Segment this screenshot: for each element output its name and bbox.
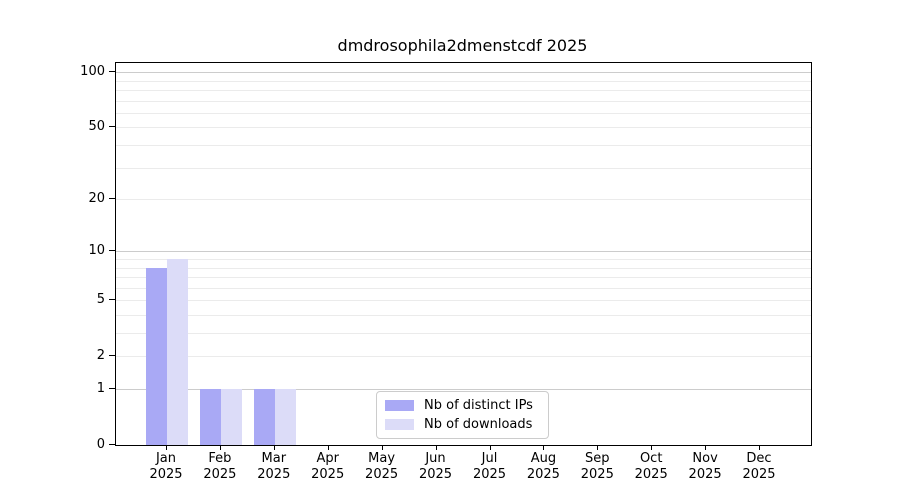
- legend-swatch-distinct-ips: [385, 400, 414, 411]
- x-tick: [273, 445, 275, 450]
- y-tick-label: 10: [88, 242, 105, 258]
- y-tick-label: 1: [96, 380, 105, 396]
- x-tick: [543, 445, 545, 450]
- legend-item-downloads: Nb of downloads: [377, 417, 548, 432]
- bar-mar-2025-s0: [253, 389, 275, 445]
- gridline: [116, 277, 811, 278]
- y-tick-label: 2: [96, 347, 105, 363]
- bar-feb-2025-s1: [220, 389, 242, 445]
- bar-jan-2025-s1: [167, 258, 188, 445]
- x-tick: [219, 445, 221, 450]
- gridline: [116, 251, 811, 253]
- legend-label-downloads: Nb of downloads: [424, 417, 533, 432]
- y-tick-label: 0: [96, 436, 105, 452]
- x-tick-label: Jun 2025: [418, 451, 453, 482]
- gridline: [116, 100, 811, 102]
- gridline: [116, 127, 811, 129]
- legend-swatch-downloads: [385, 419, 414, 430]
- y-tick-label: 5: [96, 291, 105, 307]
- x-tick-label: Mar 2025: [257, 451, 291, 482]
- gridline: [116, 300, 811, 302]
- y-tick-label: 20: [88, 190, 105, 206]
- y-tick: [109, 355, 115, 357]
- x-tick-label: Apr 2025: [311, 451, 345, 482]
- gridline: [116, 72, 811, 74]
- x-tick: [381, 445, 383, 450]
- gridline: [116, 89, 811, 91]
- legend-item-distinct-ips: Nb of distinct IPs: [377, 398, 548, 413]
- gridline: [116, 267, 811, 269]
- y-tick: [109, 250, 115, 252]
- bar-mar-2025-s1: [274, 389, 296, 445]
- chart-title: dmdrosophila2dmenstcdf 2025: [337, 36, 588, 55]
- x-tick-label: Sep 2025: [580, 451, 614, 482]
- y-tick: [109, 126, 115, 128]
- x-tick: [705, 445, 707, 450]
- x-tick: [489, 445, 491, 450]
- x-tick-label: Jan 2025: [149, 451, 183, 482]
- gridline: [116, 80, 811, 82]
- gridline: [116, 112, 811, 114]
- x-tick-label: Jul 2025: [472, 451, 507, 482]
- legend-label-distinct-ips: Nb of distinct IPs: [424, 398, 533, 413]
- legend: Nb of distinct IPs Nb of downloads: [376, 391, 549, 439]
- y-tick: [109, 198, 115, 199]
- x-tick: [166, 445, 167, 450]
- gridline: [116, 258, 811, 260]
- x-tick-label: May 2025: [365, 451, 399, 482]
- x-tick: [597, 445, 599, 450]
- x-tick: [435, 445, 437, 450]
- gridline: [116, 144, 811, 146]
- gridline: [116, 199, 811, 200]
- y-tick: [109, 299, 115, 301]
- x-tick-label: Feb 2025: [203, 451, 237, 482]
- y-tick: [109, 71, 115, 73]
- plot-area: [115, 62, 812, 446]
- x-tick: [327, 445, 329, 450]
- gridline: [116, 314, 811, 316]
- x-tick-label: Oct 2025: [634, 451, 668, 482]
- gridline: [116, 356, 811, 358]
- bar-feb-2025-s0: [199, 389, 221, 445]
- gridline: [116, 333, 811, 334]
- y-tick-label: 100: [80, 63, 105, 79]
- y-tick: [109, 444, 115, 445]
- x-tick: [759, 445, 760, 450]
- x-tick-label: Dec 2025: [742, 451, 776, 482]
- gridline: [116, 287, 811, 289]
- gridline: [116, 389, 811, 390]
- gridline: [116, 167, 811, 169]
- x-tick-label: Aug 2025: [526, 451, 560, 482]
- x-tick-label: Nov 2025: [688, 451, 722, 482]
- bar-jan-2025-s0: [146, 267, 167, 445]
- y-tick: [109, 388, 115, 389]
- x-tick: [651, 445, 653, 450]
- y-tick-label: 50: [88, 118, 105, 134]
